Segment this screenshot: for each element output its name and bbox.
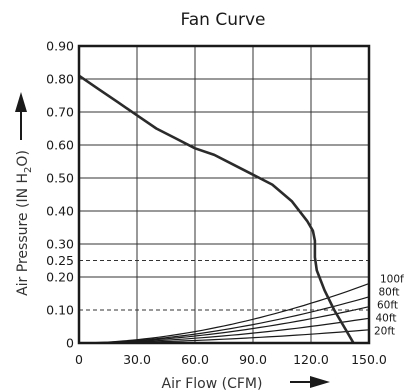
fan-curve-line [78,74,355,344]
y-tick-label: 0.60 [46,138,74,153]
y-axis-arrow-icon [15,92,27,140]
system-curve-label: 20ft [374,326,395,338]
y-tick-label: 0.80 [46,72,74,87]
y-tick-label: 0.25 [46,253,74,268]
system-curve-label: 100ft [380,274,404,286]
x-axis-label: Air Flow (CFM) [162,376,263,392]
y-tick-label: 0.70 [46,105,74,120]
x-tick-label: 120.0 [293,352,329,367]
system-curve-label: 40ft [376,313,397,325]
x-tick-label: 30.0 [123,352,151,367]
x-tick-label: 90.0 [239,352,267,367]
x-axis-arrow-icon [290,376,330,388]
y-tick-label: 0.20 [46,270,74,285]
fan-curve-series [78,74,355,344]
grid [79,46,369,343]
system-curve-label: 80ft [379,287,400,299]
x-tick-label: 150.0 [351,352,387,367]
y-tick-labels: 0 0.10 0.20 0.250.30 0.40 0.50 0.60 0.70 0.80 0.9… [46,39,74,351]
x-tick-labels: 0 30.0 60.0 90.0 120.0 150.0 [75,352,387,367]
y-tick-label: 0.30 [46,237,74,252]
plot-frame [77,44,371,345]
y-tick-label: 0 [66,336,74,351]
y-axis-label-suffix: O) [15,150,31,166]
system-curve-labels: 100ft80ft60ft40ft20ft [374,274,404,338]
y-axis-label-subscript: 2 [23,167,34,173]
y-tick-label: 0.40 [46,204,74,219]
x-tick-label: 60.0 [181,352,209,367]
y-tick-label: 0.10 [46,303,74,318]
x-tick-label: 0 [75,352,83,367]
y-tick-label: 0.50 [46,171,74,186]
y-tick-label: 0.90 [46,39,74,54]
dashed-reference-lines [79,260,369,311]
chart-title: Fan Curve [181,10,266,30]
y-axis-label-main: Air Pressure (IN H [15,173,31,296]
y-axis-label: Air Pressure (IN H2O) [15,150,34,296]
system-curve-label: 60ft [377,300,398,312]
